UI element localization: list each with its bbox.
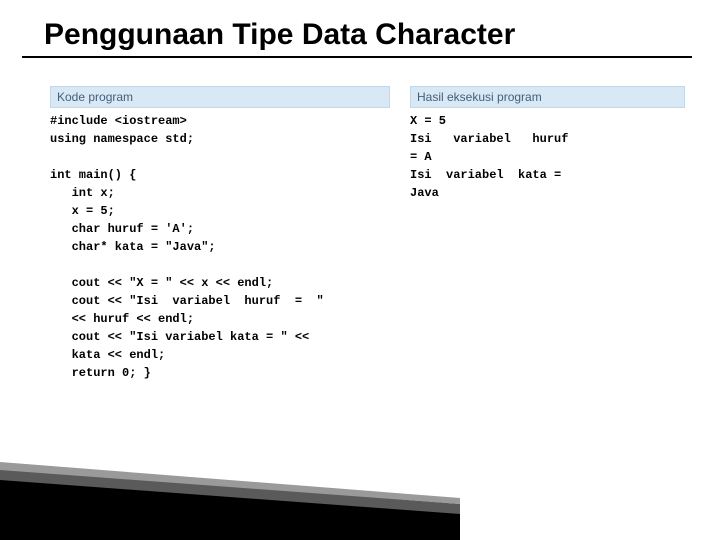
slide-title: Penggunaan Tipe Data Character: [22, 0, 692, 58]
code-column: Kode program #include <iostream> using n…: [50, 86, 390, 382]
code-block: #include <iostream> using namespace std;…: [50, 112, 390, 382]
output-block: X = 5 Isi variabel huruf = A Isi variabe…: [410, 112, 685, 202]
content-area: Kode program #include <iostream> using n…: [0, 58, 720, 382]
output-header: Hasil eksekusi program: [410, 86, 685, 108]
code-header: Kode program: [50, 86, 390, 108]
corner-decoration: [0, 440, 720, 540]
output-column: Hasil eksekusi program X = 5 Isi variabe…: [410, 86, 685, 382]
